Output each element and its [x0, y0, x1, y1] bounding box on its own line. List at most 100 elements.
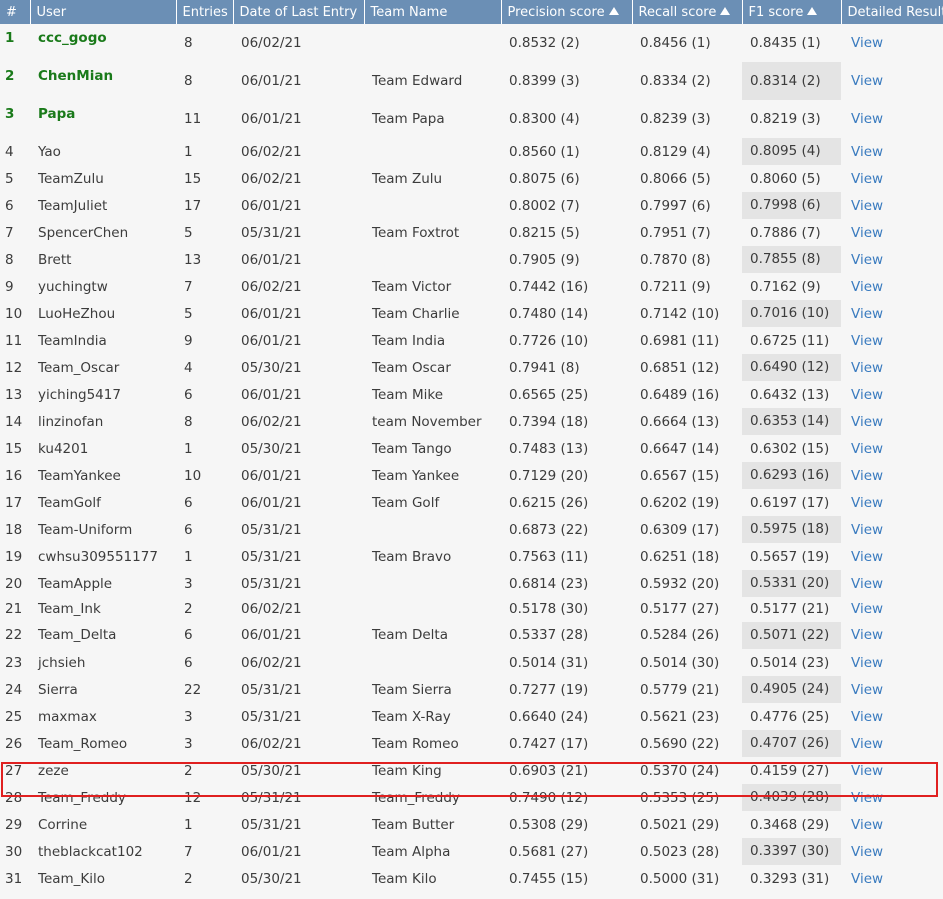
leaderboard-body: 1 ccc_gogo 8 06/02/21 0.8532 (2) 0.8456 (1) 0.…: [0, 24, 943, 892]
rank-cell: 26: [5, 735, 23, 752]
view-details-link[interactable]: View: [851, 735, 884, 752]
view-details-link[interactable]: View: [851, 359, 884, 376]
view-details-link[interactable]: View: [851, 386, 884, 403]
date-cell: 05/31/21: [241, 708, 302, 725]
recall-cell: 0.8456 (1): [640, 35, 711, 51]
f1-cell: 0.3293 (31): [750, 870, 830, 887]
f1-cell: 0.3468 (29): [750, 816, 830, 833]
entries-cell: 15: [184, 170, 202, 187]
entries-cell: 6: [184, 627, 193, 643]
view-details-link[interactable]: View: [851, 816, 884, 833]
sort-up-icon: [807, 6, 818, 15]
view-details-link[interactable]: View: [851, 654, 884, 671]
user-cell: zeze: [38, 762, 69, 779]
recall-cell: 0.5690 (22): [640, 735, 720, 752]
table-row: 24 Sierra 22 05/31/21 Team Sierra 0.7277 (19)…: [0, 676, 943, 703]
view-details-link[interactable]: View: [851, 870, 884, 887]
view-details-link[interactable]: View: [851, 575, 884, 592]
date-cell: 06/02/21: [241, 35, 302, 51]
view-details-link[interactable]: View: [851, 789, 884, 806]
precision-cell: 0.5337 (28): [509, 627, 589, 643]
precision-cell: 0.7427 (17): [509, 735, 589, 752]
view-details-link[interactable]: View: [851, 197, 884, 214]
view-details-link[interactable]: View: [851, 548, 884, 565]
table-row: 8 Brett 13 06/01/21 0.7905 (9) 0.7870 (8) 0.78…: [0, 246, 943, 273]
team-cell: Team Charlie: [372, 305, 460, 322]
details-cell: View: [841, 865, 943, 892]
table-row: 20 TeamApple 3 05/31/21 0.6814 (23) 0.5932 (2…: [0, 570, 943, 597]
table-row: 11 TeamIndia 9 06/01/21 Team India 0.7726 (10…: [0, 327, 943, 354]
user-cell: cwhsu309551177: [38, 548, 158, 565]
f1-cell: 0.5014 (23): [750, 654, 830, 671]
date-cell: 05/31/21: [241, 224, 302, 241]
view-details-link[interactable]: View: [851, 170, 884, 187]
f1-cell: 0.8219 (3): [750, 111, 821, 127]
col-precision-header[interactable]: Precision score: [501, 0, 633, 24]
entries-cell: 12: [184, 789, 202, 806]
date-cell: 06/01/21: [241, 467, 302, 484]
precision-cell: 0.7455 (15): [509, 870, 589, 887]
view-details-link[interactable]: View: [851, 521, 884, 538]
f1-value: 0.5975 (18): [742, 516, 841, 543]
details-cell: View: [841, 784, 943, 811]
details-cell: View: [841, 165, 943, 192]
rank-cell: 25: [5, 708, 23, 725]
view-details-link[interactable]: View: [851, 332, 884, 349]
view-details-link[interactable]: View: [851, 494, 884, 511]
col-date-header[interactable]: Date of Last Entry: [233, 0, 365, 24]
view-details-link[interactable]: View: [851, 278, 884, 295]
f1-cell: 0.8060 (5): [750, 170, 821, 187]
f1-cell: 0.7162 (9): [750, 278, 821, 295]
team-cell: Team Oscar: [372, 359, 451, 376]
col-team-header[interactable]: Team Name: [364, 0, 502, 24]
entries-cell: 3: [184, 735, 193, 752]
view-details-link[interactable]: View: [851, 143, 884, 160]
recall-cell: 0.5021 (29): [640, 816, 720, 833]
view-details-link[interactable]: View: [851, 35, 884, 51]
view-details-link[interactable]: View: [851, 467, 884, 484]
view-details-link[interactable]: View: [851, 224, 884, 241]
table-row: 28 Team_Freddy 12 05/31/21 Team_Freddy 0.7490…: [0, 784, 943, 811]
recall-cell: 0.5932 (20): [640, 575, 720, 592]
f1-cell: 0.3397 (30): [742, 838, 841, 865]
f1-cell: 0.6490 (12): [742, 354, 841, 381]
user-cell: Team_Delta: [38, 627, 117, 643]
view-details-link[interactable]: View: [851, 681, 884, 698]
rank-cell: 9: [5, 278, 14, 295]
details-cell: View: [841, 597, 943, 621]
details-cell: View: [841, 246, 943, 273]
team-cell: Team Delta: [372, 627, 448, 643]
team-cell: Team Kilo: [372, 870, 437, 887]
view-details-link[interactable]: View: [851, 843, 884, 860]
view-details-link[interactable]: View: [851, 111, 884, 127]
user-cell: Brett: [38, 251, 72, 268]
col-user-header[interactable]: User: [30, 0, 177, 24]
view-details-link[interactable]: View: [851, 627, 884, 643]
date-cell: 05/31/21: [241, 789, 302, 806]
entries-cell: 8: [184, 413, 193, 430]
col-f1-header[interactable]: F1 score: [742, 0, 842, 24]
f1-value: 0.8314 (2): [742, 62, 841, 100]
view-details-link[interactable]: View: [851, 413, 884, 430]
details-cell: View: [841, 621, 943, 649]
table-row: 26 Team_Romeo 3 06/02/21 Team Romeo 0.7427 (1…: [0, 730, 943, 757]
entries-cell: 11: [184, 111, 202, 127]
view-details-link[interactable]: View: [851, 762, 884, 779]
col-recall-header[interactable]: Recall score: [632, 0, 743, 24]
f1-value: 0.6353 (14): [742, 408, 841, 435]
user-cell: yiching5417: [38, 386, 121, 403]
view-details-link[interactable]: View: [851, 601, 884, 617]
entries-cell: 5: [184, 305, 193, 322]
view-details-link[interactable]: View: [851, 440, 884, 457]
view-details-link[interactable]: View: [851, 73, 884, 89]
recall-cell: 0.5177 (27): [640, 601, 720, 617]
team-cell: [364, 24, 501, 62]
precision-cell: 0.6903 (21): [509, 762, 589, 779]
view-details-link[interactable]: View: [851, 305, 884, 322]
f1-value: 0.6490 (12): [742, 354, 841, 381]
col-entries-header[interactable]: Entries: [176, 0, 234, 24]
view-details-link[interactable]: View: [851, 251, 884, 268]
view-details-link[interactable]: View: [851, 708, 884, 725]
date-cell: 06/02/21: [241, 278, 302, 295]
table-row: 13 yiching5417 6 06/01/21 Team Mike 0.6565 (2…: [0, 381, 943, 408]
